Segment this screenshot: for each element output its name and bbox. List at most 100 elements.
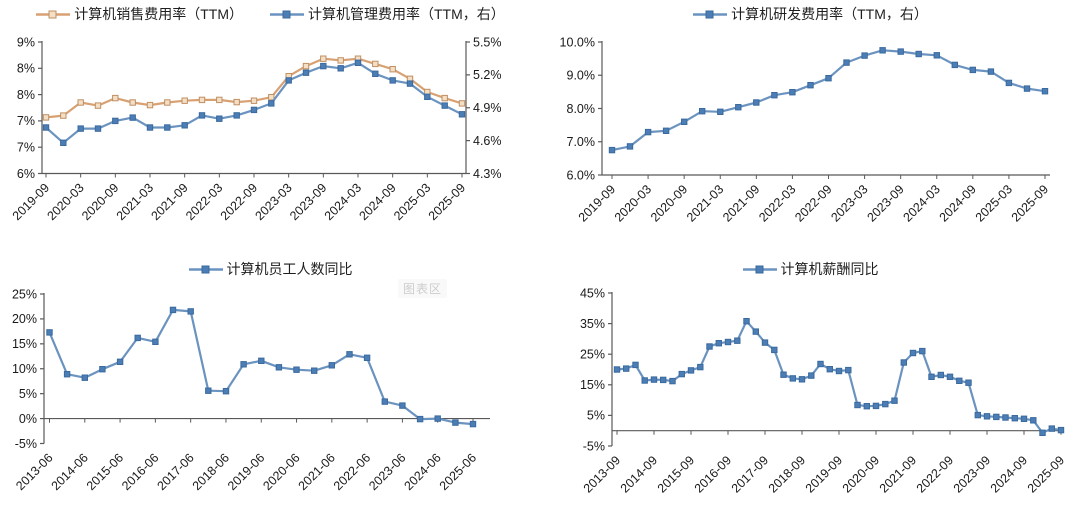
svg-text:2024-03: 2024-03 — [322, 181, 364, 223]
svg-text:2023-06: 2023-06 — [366, 451, 408, 493]
svg-text:2013-09: 2013-09 — [581, 453, 623, 495]
svg-text:-5%: -5% — [583, 439, 605, 453]
svg-text:2016-06: 2016-06 — [119, 451, 161, 493]
svg-text:2015-06: 2015-06 — [84, 451, 126, 493]
svg-text:8.0%: 8.0% — [567, 102, 596, 116]
line-marker-icon — [692, 9, 728, 20]
line-marker-icon — [742, 264, 778, 275]
svg-text:2025-09: 2025-09 — [1025, 453, 1067, 495]
svg-text:2019-09: 2019-09 — [576, 182, 618, 224]
svg-text:10%: 10% — [12, 362, 37, 376]
svg-text:20%: 20% — [12, 312, 37, 326]
svg-text:2023-03: 2023-03 — [828, 182, 870, 224]
svg-text:9%: 9% — [17, 35, 35, 49]
svg-text:2023-09: 2023-09 — [287, 181, 329, 223]
svg-text:2025-03: 2025-03 — [973, 182, 1015, 224]
svg-text:6%: 6% — [17, 167, 35, 181]
svg-text:2013-06: 2013-06 — [13, 451, 55, 493]
legend-label: 计算机研发费用率（TTM，右） — [731, 6, 928, 22]
legend: 计算机研发费用率（TTM，右） — [540, 4, 1080, 24]
svg-text:2014-09: 2014-09 — [618, 453, 660, 495]
svg-text:2020-06: 2020-06 — [260, 451, 302, 493]
svg-text:5%: 5% — [587, 409, 605, 423]
legend-label: 计算机销售费用率（TTM） — [74, 6, 243, 22]
svg-text:2025-03: 2025-03 — [391, 181, 433, 223]
svg-text:2017-06: 2017-06 — [154, 451, 196, 493]
svg-text:2021-03: 2021-03 — [684, 182, 726, 224]
headcount-yoy-plot: 25% 20% 15% 10% 5% 0% -5%2013-062014-062015-06… — [12, 287, 490, 493]
svg-text:4.6%: 4.6% — [473, 134, 502, 148]
svg-text:2020-09: 2020-09 — [648, 182, 690, 224]
svg-text:35%: 35% — [580, 317, 605, 331]
svg-text:15%: 15% — [12, 337, 37, 351]
svg-text:25%: 25% — [12, 287, 37, 301]
legend: 计算机销售费用率（TTM） 计算机管理费用率（TTM，右） — [0, 4, 540, 24]
svg-text:2024-09: 2024-09 — [937, 182, 979, 224]
svg-text:9.0%: 9.0% — [567, 69, 596, 83]
svg-text:2022-03: 2022-03 — [756, 182, 798, 224]
svg-text:2025-09: 2025-09 — [1009, 182, 1051, 224]
svg-text:2022-06: 2022-06 — [331, 451, 373, 493]
legend-label: 计算机薪酬同比 — [780, 261, 879, 277]
svg-text:2020-03: 2020-03 — [44, 181, 86, 223]
svg-text:2024-09: 2024-09 — [356, 181, 398, 223]
svg-text:4.9%: 4.9% — [473, 101, 502, 115]
svg-text:2020-09: 2020-09 — [840, 453, 882, 495]
svg-text:2017-09: 2017-09 — [729, 453, 771, 495]
svg-text:8%: 8% — [17, 62, 35, 76]
svg-text:5.5%: 5.5% — [473, 35, 502, 49]
svg-text:15%: 15% — [580, 378, 605, 392]
svg-text:2022-09: 2022-09 — [914, 453, 956, 495]
svg-text:8%: 8% — [17, 88, 35, 102]
svg-text:5%: 5% — [19, 387, 37, 401]
salary-yoy-plot: 45%35%25%15%5%-5%2013-092014-092015-0920… — [580, 286, 1067, 495]
svg-text:2024-03: 2024-03 — [901, 182, 943, 224]
svg-text:-5%: -5% — [15, 437, 37, 451]
chart-area-watermark: 图表区 — [398, 279, 448, 298]
legend-label: 计算机员工人数同比 — [226, 261, 353, 277]
salary-yoy-chart-panel: 计算机薪酬同比 45% 35% 25% 15% 5% -5% 2013-09 2014-09 2… — [540, 255, 1080, 510]
svg-text:2023-03: 2023-03 — [252, 181, 294, 223]
svg-text:2025-06: 2025-06 — [437, 451, 479, 493]
svg-text:2015-09: 2015-09 — [655, 453, 697, 495]
expense-ratio-plot: 9%8%8%7%7%6%5.5%5.2%4.9%4.6%4.3%2019-092… — [10, 35, 502, 223]
legend: 计算机员工人数同比 — [0, 259, 540, 279]
svg-text:2023-09: 2023-09 — [951, 453, 993, 495]
rd-expense-chart-panel: 计算机研发费用率（TTM，右） 10.0% 9.0% 8.0% 7.0% 6.0% 201… — [540, 0, 1080, 255]
legend-item-sales-expense: 计算机销售费用率（TTM） — [35, 4, 243, 24]
svg-text:2022-09: 2022-09 — [218, 181, 260, 223]
svg-text:2020-09: 2020-09 — [79, 181, 121, 223]
line-marker-icon — [35, 9, 71, 20]
svg-text:2019-09: 2019-09 — [10, 181, 52, 223]
legend-item-salary: 计算机薪酬同比 — [742, 259, 879, 279]
svg-text:5.2%: 5.2% — [473, 68, 502, 82]
expense-ratio-chart-panel: 计算机销售费用率（TTM） 计算机管理费用率（TTM，右） 9% 8% 8% 7% 7%… — [0, 0, 540, 255]
svg-text:2018-09: 2018-09 — [766, 453, 808, 495]
svg-text:0%: 0% — [19, 412, 37, 426]
svg-text:2022-09: 2022-09 — [792, 182, 834, 224]
svg-text:6.0%: 6.0% — [567, 168, 596, 182]
svg-text:7%: 7% — [17, 114, 35, 128]
svg-text:25%: 25% — [580, 348, 605, 362]
line-marker-icon — [188, 264, 224, 275]
svg-text:2021-03: 2021-03 — [114, 181, 156, 223]
legend-item-rd-expense: 计算机研发费用率（TTM，右） — [692, 4, 928, 24]
svg-text:2021-09: 2021-09 — [148, 181, 190, 223]
legend-item-admin-expense: 计算机管理费用率（TTM，右） — [269, 4, 505, 24]
svg-text:4.3%: 4.3% — [473, 167, 502, 181]
svg-text:2021-09: 2021-09 — [877, 453, 919, 495]
legend-item-headcount: 计算机员工人数同比 — [188, 259, 353, 279]
rd-expense-plot: 10.0% 9.0% 8.0% 7.0% 6.0%2019-092020-032020-… — [560, 35, 1052, 224]
svg-text:2021-06: 2021-06 — [296, 451, 338, 493]
svg-text:2016-09: 2016-09 — [692, 453, 734, 495]
svg-text:7.0%: 7.0% — [567, 135, 596, 149]
svg-text:2023-09: 2023-09 — [864, 182, 906, 224]
svg-text:2019-06: 2019-06 — [225, 451, 267, 493]
svg-text:2025-09: 2025-09 — [426, 181, 468, 223]
svg-text:2024-09: 2024-09 — [988, 453, 1030, 495]
svg-text:2018-06: 2018-06 — [190, 451, 232, 493]
svg-text:45%: 45% — [580, 286, 605, 300]
legend-label: 计算机管理费用率（TTM，右） — [308, 6, 505, 22]
svg-text:10.0%: 10.0% — [560, 35, 595, 49]
